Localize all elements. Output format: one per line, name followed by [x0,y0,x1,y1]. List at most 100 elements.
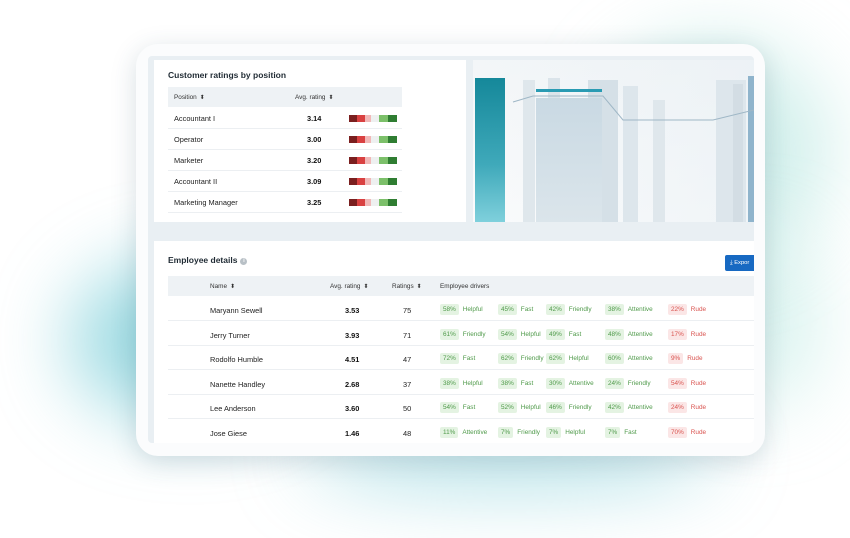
positions-table-row[interactable]: Marketer 3.20 [168,150,402,171]
driver-badge: 9% Rude [668,352,703,365]
rating-distribution-segment [388,136,397,143]
employee-table-row[interactable]: Lee Anderson 3.60 50 54% Fast 52% Helpful 46% Fr… [168,395,754,420]
sort-icon: ⬍ [230,284,236,290]
graphic-line [536,89,602,92]
driver-percent: 62% [498,353,517,365]
driver-label: Friendly [520,355,544,363]
driver-percent: 24% [668,402,687,414]
driver-label: Fast [520,306,534,313]
driver-badge: 45% Fast [498,303,533,316]
driver-label: Rude [690,404,707,412]
graphic-column [653,100,665,222]
rating-distribution-segment [371,199,379,206]
driver-badge: 46% Friendly [546,401,592,414]
driver-badge: 61% Friendly [440,328,486,341]
employee-details-title-text: Employee details [168,255,238,265]
driver-badge: 17% Rude [668,328,706,341]
employee-drivers: 11% Attentive 7% Friendly 7% Helpful 7% Fast 70%… [440,426,754,439]
driver-percent: 42% [605,402,624,414]
employee-table-row[interactable]: Jose Giese 1.46 48 11% Attentive 7% Friendly 7%… [168,420,754,443]
positions-table-header: Position ⬍ Avg. rating ⬍ [168,87,402,107]
employee-name: Nanette Handley [210,379,266,389]
driver-badge: 52% Helpful [498,401,541,414]
driver-badge: 54% Rude [668,377,706,390]
driver-percent: 11% [440,427,459,438]
employee-table-row[interactable]: Maryann Sewell 3.53 75 58% Helpful 45% Fast 42%… [168,297,754,321]
driver-percent: 46% [546,402,565,414]
driver-label: Helpful [565,429,586,436]
driver-badge: 72% Fast [440,352,475,365]
driver-percent: 7% [498,427,514,438]
employee-table-header: Name ⬍ Avg. rating ⬍ Ratings ⬍ Employee dri… [168,276,754,296]
driver-label: Rude [690,379,707,387]
employee-avg-rating: 3.93 [345,330,360,340]
name-column-header[interactable]: Name ⬍ [210,283,236,290]
position-name: Operator [174,135,204,144]
employee-ratings-count: 75 [403,306,412,315]
positions-table-row[interactable]: Accountant II 3.09 [168,171,402,192]
export-button-label: Expor [734,260,750,266]
driver-label: Helpful [462,306,483,313]
positions-table-row[interactable]: Operator 3.00 [168,129,402,150]
driver-label: Rude [690,429,707,436]
employee-details-title: Employee details i [168,255,248,265]
driver-label: Attentive [627,355,653,363]
employee-avg-rating: 2.68 [345,379,360,389]
driver-percent: 42% [546,304,565,315]
employee-table-row[interactable]: Rodolfo Humble 4.51 47 72% Fast 62% Friendly 62… [168,346,754,371]
rating-distribution-segment [379,136,388,143]
avg-rating-column-header[interactable]: Avg. rating ⬍ [295,94,334,101]
employee-table-row[interactable]: Nanette Handley 2.68 37 38% Helpful 38% Fast 30… [168,371,754,395]
driver-badge: 42% Friendly [546,303,592,316]
driver-badge: 11% Attentive [440,426,487,439]
driver-badge: 54% Fast [440,401,475,414]
app-screen: Customer ratings by position Position ⬍ A… [148,56,754,443]
positions-table-row[interactable]: Accountant I 3.14 [168,108,402,129]
rating-distribution-segment [371,157,379,164]
employee-avg-rating: 1.46 [345,429,360,438]
position-avg-rating: 3.00 [307,135,322,144]
graphic-column [523,80,535,222]
employee-ratings-count: 37 [403,379,412,389]
driver-badge: 38% Helpful [440,377,483,390]
driver-label: Friendly [627,379,651,387]
rating-distribution-segment [365,136,371,143]
driver-percent: 9% [668,353,684,365]
driver-percent: 24% [605,377,624,389]
driver-label: Attentive [627,404,653,412]
driver-badge: 24% Friendly [605,377,651,390]
positions-card: Customer ratings by position Position ⬍ A… [154,60,466,222]
employee-ratings-count: 71 [403,330,412,340]
position-name: Accountant I [174,114,216,123]
driver-badge: 49% Fast [546,328,581,341]
employee-avg-rating: 3.60 [345,404,360,414]
position-name: Marketer [174,156,204,165]
avg-rating-column-header[interactable]: Avg. rating ⬍ [330,283,369,290]
employee-table-row[interactable]: Jerry Turner 3.93 71 61% Friendly 54% Helpful 4… [168,322,754,346]
rating-distribution-segment [365,199,371,206]
driver-badge: 22% Rude [668,303,706,316]
driver-badge: 38% Attentive [605,303,653,316]
ratings-column-header[interactable]: Ratings ⬍ [392,283,422,290]
driver-percent: 45% [498,304,517,315]
export-button[interactable]: ⤓ Expor [725,255,754,271]
positions-table-row[interactable]: Marketing Manager 3.25 [168,192,402,213]
driver-label: Attentive [462,429,488,436]
sort-icon: ⬍ [416,284,422,290]
rating-distribution-segment [357,136,365,143]
position-column-header[interactable]: Position ⬍ [174,94,205,101]
employee-name: Lee Anderson [210,404,256,414]
graphic-panel [536,98,602,222]
driver-label: Helpful [568,355,589,363]
info-icon[interactable]: i [240,258,248,265]
rating-distribution-segment [349,136,357,143]
rating-distribution-segment [379,157,388,164]
driver-label: Fast [520,379,534,387]
employee-drivers: 38% Helpful 38% Fast 30% Attentive 24% Friendly… [440,377,754,390]
driver-label: Helpful [462,379,483,387]
employee-drivers-column-header: Employee drivers [440,283,490,290]
employee-name: Rodolfo Humble [210,355,263,365]
driver-label: Friendly [462,330,486,338]
rating-distribution-segment [365,157,371,164]
